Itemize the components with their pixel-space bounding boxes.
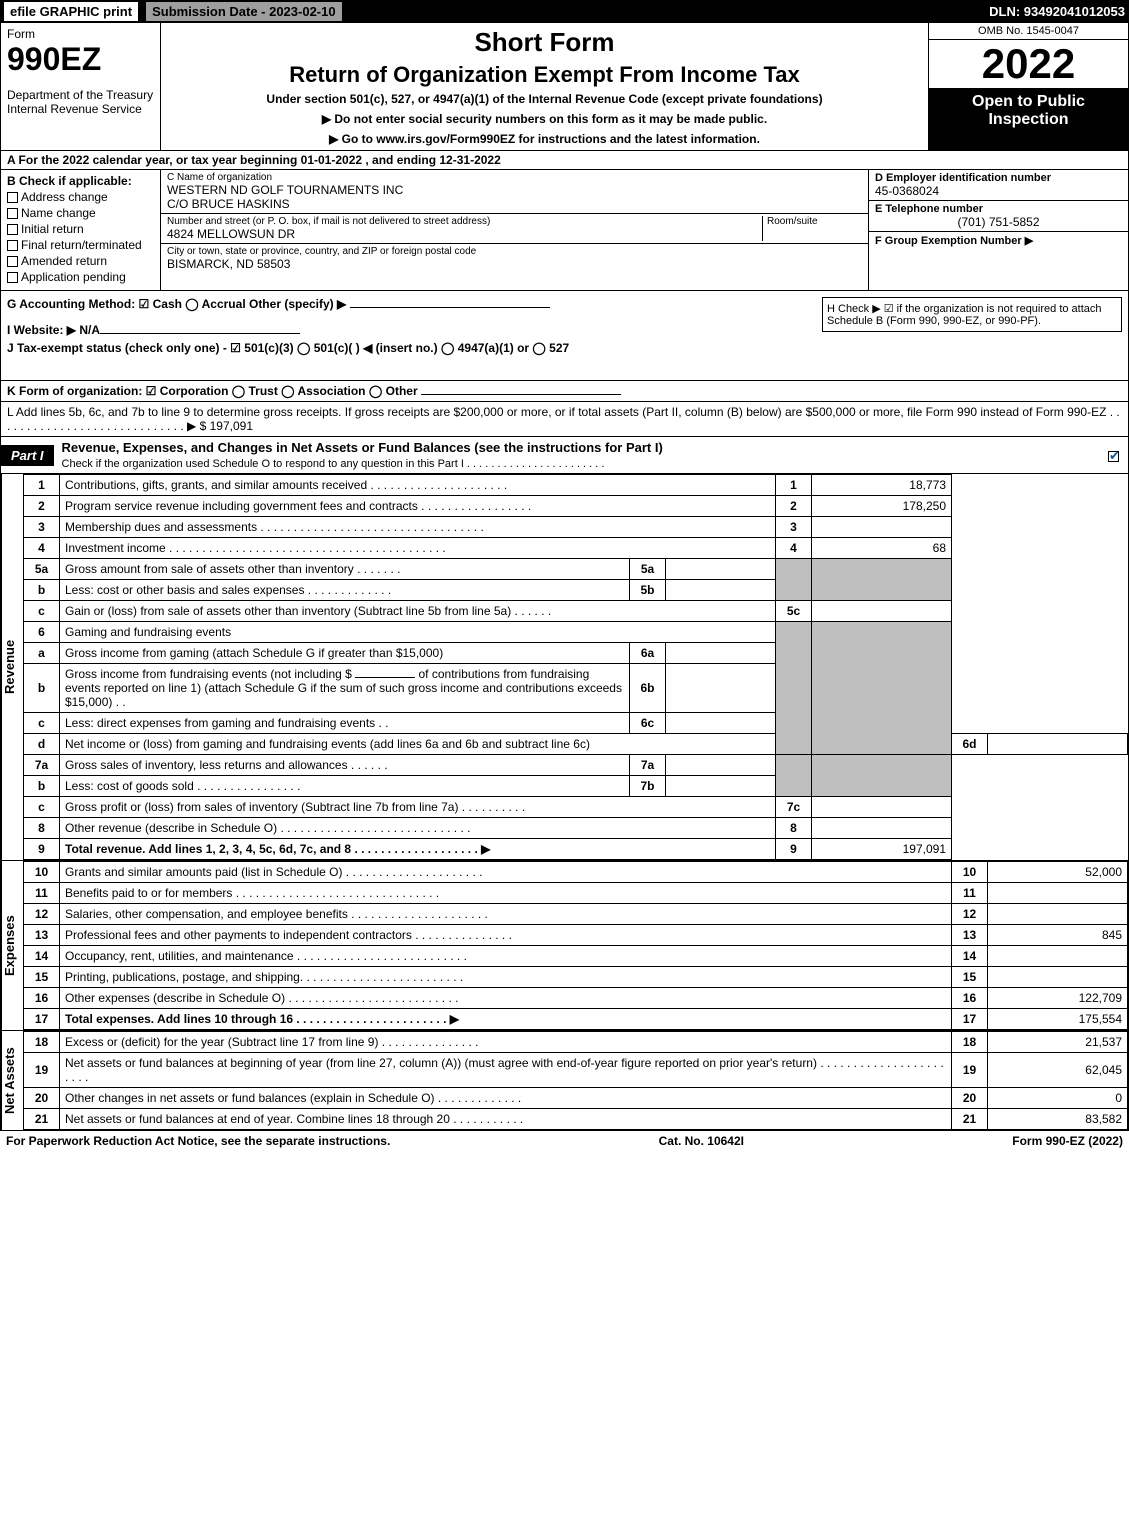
expenses-table: 10Grants and similar amounts paid (list … [23, 861, 1128, 1030]
form-header: Form 990EZ Department of the Treasury In… [0, 23, 1129, 151]
dept-label: Department of the Treasury Internal Reve… [7, 88, 154, 116]
submission-date: Submission Date - 2023-02-10 [146, 2, 342, 21]
section-b: B Check if applicable: Address change Na… [1, 170, 161, 290]
expenses-section: Expenses 10Grants and similar amounts pa… [0, 861, 1129, 1031]
line-6c: cLess: direct expenses from gaming and f… [24, 713, 1128, 734]
line-7a: 7aGross sales of inventory, less returns… [24, 755, 1128, 776]
paperwork-notice: For Paperwork Reduction Act Notice, see … [6, 1134, 390, 1148]
line-11: 11Benefits paid to or for members . . . … [24, 883, 1128, 904]
line-19: 19Net assets or fund balances at beginni… [24, 1053, 1128, 1088]
line-7c: cGross profit or (loss) from sales of in… [24, 797, 1128, 818]
top-bar: efile GRAPHIC print Submission Date - 20… [0, 0, 1129, 23]
line-13: 13Professional fees and other payments t… [24, 925, 1128, 946]
subtitle: Under section 501(c), 527, or 4947(a)(1)… [167, 92, 922, 106]
net-assets-label: Net Assets [1, 1031, 23, 1130]
tax-year: 2022 [929, 40, 1128, 89]
care-of: C/O BRUCE HASKINS [167, 197, 862, 211]
form-title-block: Short Form Return of Organization Exempt… [161, 23, 928, 150]
h-schedule-b: H Check ▶ ☑ if the organization is not r… [822, 297, 1122, 332]
line-10: 10Grants and similar amounts paid (list … [24, 862, 1128, 883]
line-1: 1Contributions, gifts, grants, and simil… [24, 475, 1128, 496]
efile-badge: efile GRAPHIC print [4, 2, 138, 21]
line-5a: 5aGross amount from sale of assets other… [24, 559, 1128, 580]
line-9: 9Total revenue. Add lines 1, 2, 3, 4, 5c… [24, 839, 1128, 860]
check-amended[interactable]: Amended return [7, 254, 154, 268]
part1-tab: Part I [1, 445, 54, 466]
line-6a: aGross income from gaming (attach Schedu… [24, 643, 1128, 664]
revenue-label: Revenue [1, 474, 23, 860]
part1-check-text: Check if the organization used Schedule … [62, 458, 605, 470]
line-8: 8Other revenue (describe in Schedule O) … [24, 818, 1128, 839]
section-ghi: G Accounting Method: ☑ Cash ◯ Accrual Ot… [0, 291, 1129, 381]
short-form-title: Short Form [167, 27, 922, 58]
line-20: 20Other changes in net assets or fund ba… [24, 1088, 1128, 1109]
open-public-box: Open to Public Inspection [929, 89, 1128, 150]
line-14: 14Occupancy, rent, utilities, and mainte… [24, 946, 1128, 967]
room-label: Room/suite [767, 216, 862, 227]
b-label: B Check if applicable: [7, 174, 154, 188]
line-3: 3Membership dues and assessments . . . .… [24, 517, 1128, 538]
check-pending[interactable]: Application pending [7, 270, 154, 284]
k-form-org: K Form of organization: ☑ Corporation ◯ … [0, 381, 1129, 402]
check-initial[interactable]: Initial return [7, 222, 154, 236]
part1-title: Revenue, Expenses, and Changes in Net As… [62, 440, 663, 455]
check-final[interactable]: Final return/terminated [7, 238, 154, 252]
dln: DLN: 93492041012053 [989, 4, 1125, 19]
net-assets-section: Net Assets 18Excess or (deficit) for the… [0, 1031, 1129, 1131]
section-c: C Name of organization WESTERN ND GOLF T… [161, 170, 868, 290]
expenses-label: Expenses [1, 861, 23, 1030]
line-4: 4Investment income . . . . . . . . . . .… [24, 538, 1128, 559]
omb-number: OMB No. 1545-0047 [929, 23, 1128, 40]
line-7b: bLess: cost of goods sold . . . . . . . … [24, 776, 1128, 797]
line-5b: bLess: cost or other basis and sales exp… [24, 580, 1128, 601]
form-ref: Form 990-EZ (2022) [1012, 1134, 1123, 1148]
page-footer: For Paperwork Reduction Act Notice, see … [0, 1131, 1129, 1151]
cat-no: Cat. No. 10642I [659, 1134, 744, 1148]
j-tax-exempt: J Tax-exempt status (check only one) - ☑… [7, 341, 1122, 355]
ein-value: 45-0368024 [875, 184, 1122, 198]
line-6d: dNet income or (loss) from gaming and fu… [24, 734, 1128, 755]
line-5c: cGain or (loss) from sale of assets othe… [24, 601, 1128, 622]
revenue-table: 1Contributions, gifts, grants, and simil… [23, 474, 1128, 860]
part1-schedule-o-check[interactable] [1108, 448, 1128, 463]
section-def: D Employer identification number 45-0368… [868, 170, 1128, 290]
part1-header: Part I Revenue, Expenses, and Changes in… [0, 437, 1129, 474]
net-assets-table: 18Excess or (deficit) for the year (Subt… [23, 1031, 1128, 1130]
return-title: Return of Organization Exempt From Incom… [167, 62, 922, 88]
line-12: 12Salaries, other compensation, and empl… [24, 904, 1128, 925]
phone-value: (701) 751-5852 [875, 215, 1122, 229]
line-6: 6Gaming and fundraising events [24, 622, 1128, 643]
line-16: 16Other expenses (describe in Schedule O… [24, 988, 1128, 1009]
line-2: 2Program service revenue including gover… [24, 496, 1128, 517]
line-18: 18Excess or (deficit) for the year (Subt… [24, 1032, 1128, 1053]
org-name: WESTERN ND GOLF TOURNAMENTS INC [167, 183, 862, 197]
line-21: 21Net assets or fund balances at end of … [24, 1109, 1128, 1130]
street-label: Number and street (or P. O. box, if mail… [167, 216, 762, 227]
city-value: BISMARCK, ND 58503 [167, 257, 862, 271]
check-name[interactable]: Name change [7, 206, 154, 220]
form-label: Form [7, 27, 154, 41]
header-right: OMB No. 1545-0047 2022 Open to Public In… [928, 23, 1128, 150]
section-a: A For the 2022 calendar year, or tax yea… [0, 151, 1129, 170]
l-gross-receipts: L Add lines 5b, 6c, and 7b to line 9 to … [0, 402, 1129, 437]
line-15: 15Printing, publications, postage, and s… [24, 967, 1128, 988]
ssn-warning: ▶ Do not enter social security numbers o… [167, 112, 922, 126]
goto-link[interactable]: ▶ Go to www.irs.gov/Form990EZ for instru… [167, 132, 922, 146]
e-label: E Telephone number [875, 203, 1122, 215]
check-address[interactable]: Address change [7, 190, 154, 204]
form-number: 990EZ [7, 41, 154, 78]
form-id-block: Form 990EZ Department of the Treasury In… [1, 23, 161, 150]
f-label: F Group Exemption Number ▶ [875, 234, 1122, 247]
d-label: D Employer identification number [875, 172, 1122, 184]
revenue-section: Revenue 1Contributions, gifts, grants, a… [0, 474, 1129, 861]
street-value: 4824 MELLOWSUN DR [167, 227, 762, 241]
section-bc: B Check if applicable: Address change Na… [0, 170, 1129, 291]
c-name-label: C Name of organization [167, 172, 862, 183]
city-label: City or town, state or province, country… [167, 246, 862, 257]
line-17: 17Total expenses. Add lines 10 through 1… [24, 1009, 1128, 1030]
gross-receipts-val: 197,091 [210, 419, 253, 433]
line-6b: b Gross income from fundraising events (… [24, 664, 1128, 713]
